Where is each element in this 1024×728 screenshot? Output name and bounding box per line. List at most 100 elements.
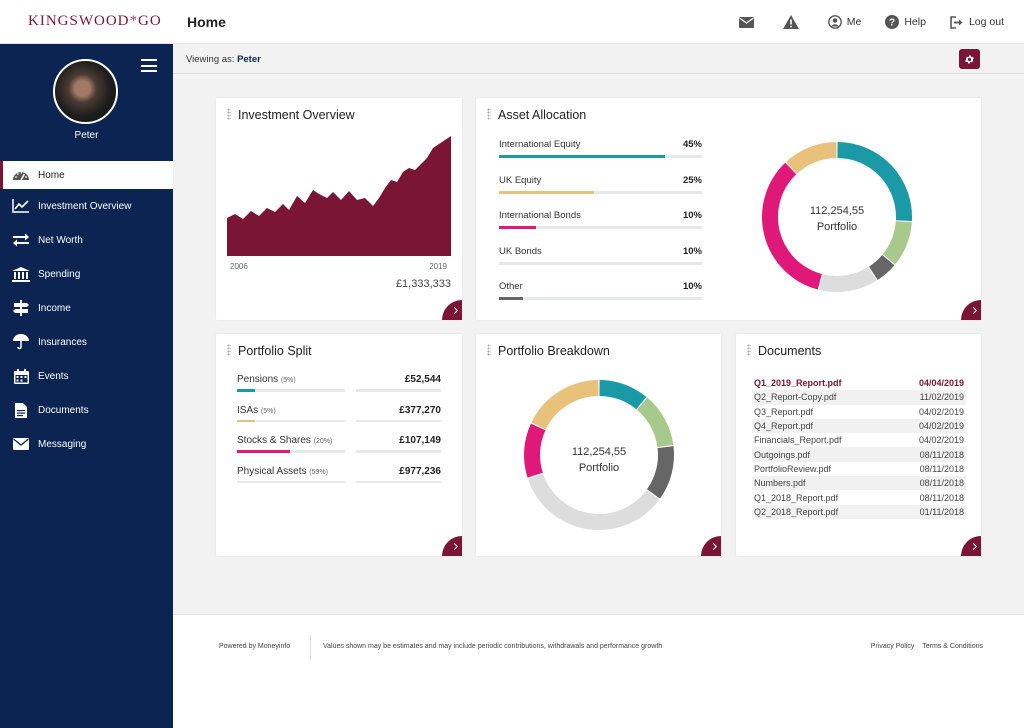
split-value: £52,544	[404, 374, 441, 385]
allocation-segment-5[interactable]	[786, 142, 837, 174]
document-date: 08/11/2018	[919, 463, 964, 474]
allocation-bar-fill	[499, 190, 595, 194]
sidebar-item-insurances[interactable]: Insurances	[0, 325, 173, 359]
sidebar-item-home[interactable]: Home	[0, 161, 173, 189]
sidebar-item-spending[interactable]: Spending	[0, 257, 173, 291]
logout-icon	[950, 15, 963, 29]
document-row[interactable]: Q4_Report.pdf 04/02/2019	[752, 418, 966, 434]
sidebar-item-messaging[interactable]: Messaging	[0, 427, 173, 461]
allocation-bar-fill	[499, 155, 666, 158]
allocation-label: Other	[499, 281, 523, 292]
calendar-icon	[11, 368, 31, 384]
footer: Powered by Moneyinfo Values shown may be…	[173, 614, 1024, 728]
portfolio-breakdown-donut	[524, 380, 674, 530]
breakdown-segment-4[interactable]	[524, 423, 546, 478]
document-name: Q2_Report-Copy.pdf	[754, 392, 837, 403]
split-bar-secondary	[356, 389, 441, 392]
drag-handle[interactable]	[487, 108, 491, 120]
split-label: Stocks & Shares (20%)	[237, 435, 441, 446]
donut-center-value: 112,254,55	[809, 205, 865, 217]
portfolio-split-row: Pensions (5%) £52,544	[237, 374, 441, 392]
help-icon: ?	[885, 15, 900, 29]
allocation-segment-4[interactable]	[762, 162, 823, 290]
messages-button[interactable]	[738, 16, 759, 28]
warning-icon	[782, 15, 799, 29]
drag-handle[interactable]	[747, 344, 751, 356]
expand-card-button[interactable]	[442, 536, 462, 556]
allocation-segment-3[interactable]	[818, 266, 877, 292]
sidebar-item-net-worth[interactable]: Net Worth	[0, 223, 173, 257]
drag-handle[interactable]	[227, 344, 231, 356]
document-row[interactable]: Q2_2018_Report.pdf 01/11/2018	[752, 504, 966, 519]
split-name: Stocks & Shares	[237, 435, 311, 446]
sidebar-item-label: Documents	[38, 404, 89, 416]
viewing-as-name: Peter	[237, 54, 261, 65]
privacy-policy-link[interactable]: Privacy Policy	[870, 643, 915, 650]
svg-text:?: ?	[889, 18, 895, 29]
split-name: Physical Assets	[237, 465, 307, 477]
split-name: ISAs	[237, 404, 259, 416]
allocation-label: International Equity	[499, 139, 581, 150]
document-date: 08/11/2018	[919, 478, 964, 489]
help-label: Help	[904, 16, 926, 28]
terms-link[interactable]: Terms & Conditions	[922, 643, 983, 650]
viewing-as: Viewing as: Peter	[186, 54, 261, 65]
split-percent: (59%)	[309, 468, 328, 476]
sidebar-item-documents[interactable]: Documents	[0, 393, 173, 427]
me-button[interactable]: Me	[827, 15, 861, 29]
breakdown-segment-0[interactable]	[599, 380, 647, 410]
document-icon	[11, 402, 31, 418]
document-date: 04/04/2019	[918, 378, 964, 389]
brand-logo[interactable]: KINGSWOOD*GO	[28, 13, 162, 30]
sidebar-item-label: Insurances	[38, 336, 87, 348]
allocation-segment-0[interactable]	[837, 142, 912, 222]
breakdown-segment-1[interactable]	[636, 397, 674, 448]
allocation-bar-fill	[499, 226, 536, 229]
allocation-percent: 25%	[682, 174, 702, 186]
sidebar-item-label: Events	[38, 370, 69, 382]
logout-button[interactable]: Log out	[950, 15, 1004, 29]
footer-links: Privacy Policy Terms & Conditions	[865, 643, 983, 650]
document-row[interactable]: Numbers.pdf 08/11/2018	[752, 476, 966, 491]
brand-mark: *	[129, 13, 138, 29]
document-row[interactable]: Q1_2018_Report.pdf 08/11/2018	[752, 490, 966, 504]
document-row[interactable]: Q1_2019_Report.pdf 04/04/2019	[752, 376, 966, 391]
sidebar: Peter Home Investment Overview Net Worth…	[0, 44, 173, 728]
document-name: Q1_2018_Report.pdf	[754, 492, 839, 503]
allocation-row: UK Bonds 10%	[499, 246, 702, 265]
top-bar: KINGSWOOD*GO Home Me ? Help Log out	[0, 0, 1024, 44]
document-row[interactable]: Q3_Report.pdf 04/02/2019	[752, 405, 966, 419]
allocation-label: International Bonds	[499, 210, 581, 221]
breakdown-segment-3[interactable]	[527, 473, 660, 530]
document-row[interactable]: Financials_Report.pdf 04/02/2019	[752, 433, 966, 447]
help-button[interactable]: ? Help	[885, 15, 926, 29]
breakdown-segment-5[interactable]	[531, 380, 599, 430]
split-percent: (20%)	[313, 438, 333, 445]
expand-card-button[interactable]	[961, 300, 981, 320]
bank-icon	[11, 266, 31, 282]
split-bar	[237, 419, 345, 422]
document-date: 04/02/2019	[918, 406, 964, 417]
brand-name: KINGSWOOD	[28, 13, 130, 29]
expand-card-button[interactable]	[701, 536, 721, 556]
drag-handle[interactable]	[487, 344, 491, 356]
document-date: 01/11/2018	[919, 506, 964, 517]
alerts-button[interactable]	[782, 15, 804, 29]
allocation-segment-1[interactable]	[882, 220, 912, 265]
page-title: Home	[187, 14, 226, 30]
expand-card-button[interactable]	[442, 300, 462, 320]
allocation-segment-2[interactable]	[868, 254, 895, 281]
document-row[interactable]: Outgoings.pdf 08/11/2018	[752, 447, 966, 462]
drag-handle[interactable]	[227, 108, 231, 120]
sidebar-item-investment-overview[interactable]: Investment Overview	[0, 189, 173, 223]
sidebar-item-income[interactable]: Income	[0, 291, 173, 325]
menu-toggle-button[interactable]	[141, 59, 157, 72]
sidebar-item-events[interactable]: Events	[0, 359, 173, 393]
breakdown-segment-2[interactable]	[646, 446, 674, 499]
settings-button[interactable]	[959, 49, 980, 69]
split-bar-fill	[237, 450, 290, 453]
expand-card-button[interactable]	[961, 536, 981, 556]
document-row[interactable]: Q2_Report-Copy.pdf 11/02/2019	[752, 390, 966, 405]
avatar[interactable]	[53, 59, 118, 124]
document-row[interactable]: PortfolioReview.pdf 08/11/2018	[752, 462, 966, 476]
